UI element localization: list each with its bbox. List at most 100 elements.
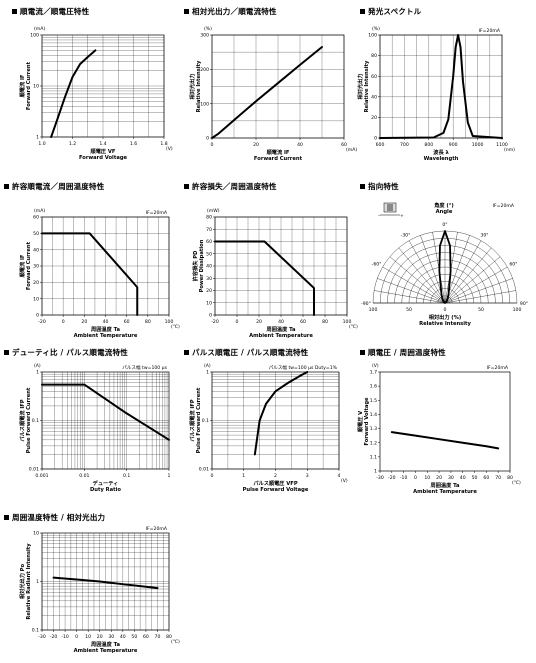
chart-svg: 0.001 0.01 0.1 10.010.11(A) パルス幅 tw=100 μsデュ… (18, 363, 171, 493)
x-tick-label: 0 (211, 142, 214, 148)
y-axis-label-en: Relative Radiant Intensity (26, 543, 32, 620)
title-square-icon (4, 184, 9, 189)
y-axis-label: 相対光出力 Po (18, 564, 26, 600)
x-axis-label: 順電圧 VF (90, 147, 116, 155)
intensity-lobe (438, 230, 452, 304)
panel-title: デューティ比 / パルス順電流特性 (4, 347, 128, 358)
x-tick-label: 60 (143, 634, 149, 640)
y-tick-label: 1.7 (370, 370, 377, 376)
title-square-icon (184, 9, 189, 14)
y-axis-label: 順電流 IF (18, 74, 26, 98)
chart-svg: -20 0 20 40 60 80 1000102030405060(mA)(℃)IF=20… (18, 208, 180, 339)
polar-spoke (408, 240, 446, 304)
gridlines (214, 216, 348, 316)
y-unit: (mW) (207, 208, 220, 214)
x-tick-label: 1.6 (130, 141, 137, 147)
x-tick-label: 1.8 (160, 141, 167, 147)
angle-label: -30° (401, 233, 411, 239)
polar-spoke (444, 247, 492, 304)
condition-label: IF=20mA (493, 203, 515, 209)
y-tick-label: 60 (33, 215, 39, 221)
x-tick-label: 900 (449, 142, 458, 148)
y-axis-label-en: Power Dissipation (199, 239, 205, 292)
x-tick-label: 80 (166, 634, 172, 640)
x-unit: (nm) (504, 147, 515, 153)
y-tick-label: 100 (200, 101, 209, 107)
x-tick-label: 10 (424, 475, 430, 481)
x-unit: (mA) (346, 147, 357, 153)
gridlines (41, 216, 170, 316)
radial-label: 50 (406, 307, 412, 313)
x-tick-label: 60 (483, 475, 489, 481)
plot-frame (211, 34, 345, 139)
title-square-icon (4, 515, 9, 520)
y-tick-label: 40 (371, 94, 377, 100)
panel-relative-intensity-vs-current: 相対光出力／順電流特性 0 20 40 60 0 100 200 300 (%) (mA) 順電流 I… (180, 0, 357, 175)
x-tick-label: 20 (256, 319, 262, 325)
x-tick-label: -20 (388, 475, 396, 481)
polar-spoke (382, 266, 446, 304)
condition-label: IF=20mA (146, 210, 168, 216)
y-tick-label: 0 (374, 136, 377, 142)
x-unit: (℃) (512, 480, 521, 486)
y-tick-label: 1.2 (370, 440, 377, 446)
panel-title: 順電圧 / 周囲温度特性 (360, 347, 446, 358)
panel-directivity: 指向特性 0° 30° -30° 60° -60° 90° -90° 100 50 0 50 100– +… (356, 175, 536, 345)
x-axis-label: 周囲温度 Ta (91, 325, 120, 333)
series-line (214, 240, 315, 316)
y-tick-label: 1.1 (370, 454, 377, 460)
x-tick-label: 50 (131, 634, 137, 640)
x-axis-label: 周囲温度 Ta (267, 325, 296, 333)
x-tick-label: 700 (400, 142, 409, 148)
series-line (52, 576, 159, 590)
x-tick-label: 0 (414, 475, 417, 481)
x-tick-label: 1 (168, 473, 171, 479)
y-tick-label: 10 (206, 300, 212, 306)
y-tick-label: 80 (206, 215, 212, 221)
x-axis-label-en: Ambient Temperature (413, 489, 477, 495)
panel-title-text: 順電流／順電圧特性 (20, 7, 90, 16)
y-axis-label-en: Forward Current (26, 61, 32, 110)
x-tick-label: 40 (103, 319, 109, 325)
y-axis-label-en: Forward Voltage (364, 397, 370, 446)
x-tick-label: 0.001 (35, 473, 48, 479)
x-tick-label: 60 (341, 142, 347, 148)
panel-title: パルス順電圧 / パルス順電流特性 (184, 347, 308, 358)
y-axis-label-en: Relative Intensity (196, 60, 202, 112)
polar-spoke (444, 290, 516, 304)
y-tick-label: 0.1 (32, 628, 39, 634)
angle-label: 90° (520, 301, 528, 307)
panel-title-text: 許容損失／周囲温度特性 (192, 182, 277, 191)
x-axis-label-en: Ambient Temperature (74, 648, 138, 654)
x-tick-label: 40 (297, 142, 303, 148)
x-tick-label: 0 (75, 634, 78, 640)
x-unit: (℃) (171, 639, 180, 645)
x-tick-label: 600 (376, 142, 385, 148)
y-tick-label: 0 (209, 313, 212, 319)
series-line (50, 49, 97, 138)
chart-svg: -30 -20 -10 0 10 20 30 40 50 60 70 80 1 1.1 1.2 1.3 1.4 1… (356, 363, 521, 495)
y-tick-label: 0.01 (199, 467, 209, 473)
x-tick-label: 1.0 (38, 141, 45, 147)
y-axis-label: 相対光出力 (188, 74, 196, 100)
plus-icon: + (400, 213, 404, 219)
y-axis-label: パルス順電流 IFP (18, 399, 26, 441)
y-tick-label: 1.5 (370, 398, 377, 404)
y-tick-label: 100 (368, 33, 377, 39)
y-tick-label: 70 (206, 227, 212, 233)
series-line (253, 371, 309, 456)
panel-title-text: デューティ比 / パルス順電流特性 (12, 348, 128, 357)
x-unit: (℃) (171, 324, 180, 330)
x-tick-label: -20 (50, 634, 58, 640)
y-tick-label: 1 (36, 135, 39, 141)
x-axis-label-en: Pulse Forward Voltage (243, 487, 309, 493)
y-tick-label: 30 (33, 264, 39, 270)
y-tick-label: 60 (371, 74, 377, 80)
x-tick-label: -20 (211, 319, 219, 325)
radial-axis-label-en: Relative Intensity (419, 321, 471, 327)
y-tick-label: 100 (30, 33, 39, 39)
angle-label: -90° (361, 301, 371, 307)
x-tick-label: 30 (108, 634, 114, 640)
y-tick-label: 1 (374, 469, 377, 475)
